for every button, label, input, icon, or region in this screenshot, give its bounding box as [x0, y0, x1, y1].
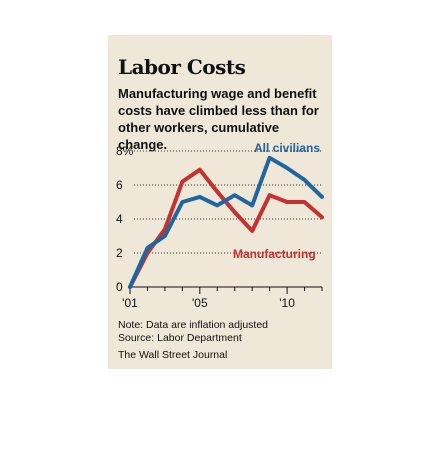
x-tick-label-2005: '05 — [192, 296, 208, 310]
series-line-all-civilians — [128, 155, 324, 289]
series-label-manufacturing: Manufacturing — [233, 247, 316, 261]
y-tick-label-0: 0 — [116, 280, 123, 294]
chart-subtitle: Manufacturing wage and benefit costs hav… — [118, 86, 319, 152]
x-tick-label-2010: '10 — [279, 296, 295, 310]
chart-card: Labor Costs Manufacturing wage and benef… — [108, 35, 332, 369]
chart-title: Labor Costs — [118, 55, 246, 79]
y-tick-label-4: 4 — [116, 212, 123, 226]
x-tick-label-2001: '01 — [122, 296, 138, 310]
y-tick-label-2: 2 — [116, 246, 123, 260]
line-chart: 0 2 4 6 8% '01 '05 '10 All civilians Manufacturin… — [116, 141, 324, 310]
chart-note: Note: Data are inflation adjusted — [118, 319, 269, 331]
y-tick-label-6: 6 — [116, 178, 123, 192]
y-tick-label-8: 8% — [116, 144, 134, 158]
chart-source: Source: Labor Department — [118, 332, 242, 344]
series-line-manufacturing — [128, 167, 324, 289]
series-label-all-civilians: All civilians — [254, 141, 320, 155]
chart-credit: The Wall Street Journal — [118, 349, 228, 361]
